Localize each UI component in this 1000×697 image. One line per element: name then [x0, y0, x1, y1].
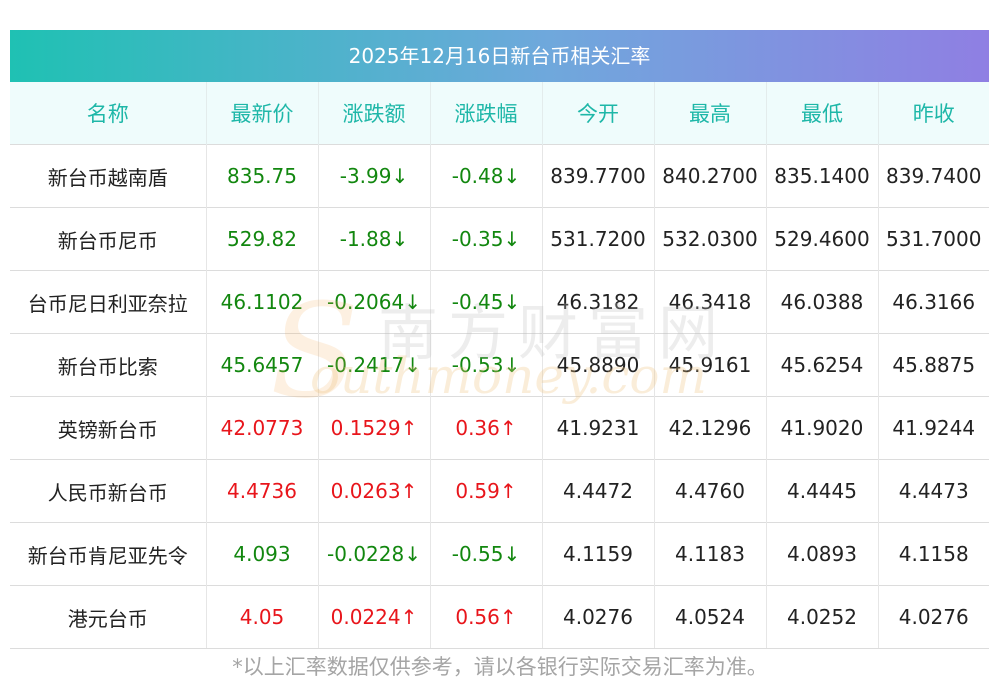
cell-low: 4.0893 — [766, 522, 879, 586]
cell-pct: 0.59↑ — [430, 459, 543, 523]
cell-change: -3.99↓ — [318, 144, 431, 208]
cell-change: 0.1529↑ — [318, 396, 431, 460]
cell-name: 英镑新台币 — [10, 396, 207, 460]
cell-open: 46.3182 — [542, 270, 655, 334]
cell-latest: 529.82 — [206, 207, 319, 271]
cell-open: 531.7200 — [542, 207, 655, 271]
col-header-high: 最高 — [654, 82, 767, 145]
cell-name: 新台币比索 — [10, 333, 207, 397]
cell-open: 4.1159 — [542, 522, 655, 586]
cell-high: 4.0524 — [654, 585, 767, 649]
rate-table: 名称 最新价 涨跌额 涨跌幅 今开 最高 最低 昨收 新台币越南盾 835.75-… — [10, 82, 989, 649]
cell-name: 新台币肯尼亚先令 — [10, 522, 207, 586]
cell-high: 45.9161 — [654, 333, 767, 397]
cell-high: 4.1183 — [654, 522, 767, 586]
cell-prev: 4.4473 — [878, 459, 989, 523]
cell-open: 45.8890 — [542, 333, 655, 397]
cell-open: 4.0276 — [542, 585, 655, 649]
cell-prev: 4.0276 — [878, 585, 989, 649]
col-header-low: 最低 — [766, 82, 879, 145]
cell-prev: 531.7000 — [878, 207, 989, 271]
cell-pct: 0.56↑ — [430, 585, 543, 649]
cell-low: 45.6254 — [766, 333, 879, 397]
col-header-pct: 涨跌幅 — [430, 82, 543, 145]
cell-high: 46.3418 — [654, 270, 767, 334]
cell-prev: 839.7400 — [878, 144, 989, 208]
col-header-change: 涨跌额 — [318, 82, 431, 145]
cell-latest: 4.05 — [206, 585, 319, 649]
cell-low: 4.0252 — [766, 585, 879, 649]
col-header-latest: 最新价 — [206, 82, 319, 145]
cell-latest: 45.6457 — [206, 333, 319, 397]
cell-change: -0.2417↓ — [318, 333, 431, 397]
cell-pct: -0.45↓ — [430, 270, 543, 334]
table-row: 台币尼日利亚奈拉 46.1102 -0.2064↓ -0.45↓ 46.3182 46.3… — [10, 270, 989, 334]
cell-name: 台币尼日利亚奈拉 — [10, 270, 207, 334]
cell-low: 4.4445 — [766, 459, 879, 523]
cell-pct: -0.55↓ — [430, 522, 543, 586]
cell-prev: 45.8875 — [878, 333, 989, 397]
rate-table-card: 2025年12月16日新台币相关汇率 名称 最新价 涨跌额 涨跌幅 今开 最高 … — [10, 30, 989, 649]
col-header-open: 今开 — [542, 82, 655, 145]
cell-name: 人民币新台币 — [10, 459, 207, 523]
cell-low: 529.4600 — [766, 207, 879, 271]
cell-open: 41.9231 — [542, 396, 655, 460]
cell-latest: 42.0773 — [206, 396, 319, 460]
cell-latest: 835.75 — [206, 144, 319, 208]
table-row: 人民币新台币 4.4736 0.0263↑ 0.59↑ 4.4472 4.4760 4.44… — [10, 459, 989, 523]
cell-change: -0.2064↓ — [318, 270, 431, 334]
footnote: *以上汇率数据仅供参考，请以各银行实际交易汇率为准。 — [232, 655, 768, 679]
cell-prev: 41.9244 — [878, 396, 989, 460]
cell-prev: 46.3166 — [878, 270, 989, 334]
cell-pct: -0.53↓ — [430, 333, 543, 397]
table-row: 新台币尼币 529.82 -1.88↓ -0.35↓ 531.7200 532.0300 5… — [10, 207, 989, 271]
col-header-name: 名称 — [10, 82, 207, 145]
cell-pct: -0.48↓ — [430, 144, 543, 208]
cell-name: 新台币越南盾 — [10, 144, 207, 208]
cell-pct: 0.36↑ — [430, 396, 543, 460]
cell-prev: 4.1158 — [878, 522, 989, 586]
cell-low: 46.0388 — [766, 270, 879, 334]
cell-change: -0.0228↓ — [318, 522, 431, 586]
cell-change: 0.0224↑ — [318, 585, 431, 649]
cell-name: 港元台币 — [10, 585, 207, 649]
table-row: 新台币越南盾 835.75 -3.99↓ -0.48↓ 839.7700 840.2700… — [10, 144, 989, 208]
cell-change: -1.88↓ — [318, 207, 431, 271]
cell-name: 新台币尼币 — [10, 207, 207, 271]
cell-low: 835.1400 — [766, 144, 879, 208]
cell-high: 42.1296 — [654, 396, 767, 460]
cell-open: 839.7700 — [542, 144, 655, 208]
header-row: 名称 最新价 涨跌额 涨跌幅 今开 最高 最低 昨收 — [10, 82, 989, 145]
cell-latest: 4.4736 — [206, 459, 319, 523]
table-title: 2025年12月16日新台币相关汇率 — [10, 30, 989, 82]
cell-high: 4.4760 — [654, 459, 767, 523]
cell-high: 532.0300 — [654, 207, 767, 271]
table-row: 港元台币 4.05 0.0224↑ 0.56↑ 4.0276 4.0524 4.0252 4.… — [10, 585, 989, 649]
col-header-prev: 昨收 — [878, 82, 989, 145]
table-row: 英镑新台币 42.0773 0.1529↑ 0.36↑ 41.9231 42.1296 41… — [10, 396, 989, 460]
cell-latest: 46.1102 — [206, 270, 319, 334]
cell-low: 41.9020 — [766, 396, 879, 460]
table-row: 新台币比索 45.6457 -0.2417↓ -0.53↓ 45.8890 45.9161… — [10, 333, 989, 397]
cell-pct: -0.35↓ — [430, 207, 543, 271]
cell-change: 0.0263↑ — [318, 459, 431, 523]
cell-high: 840.2700 — [654, 144, 767, 208]
cell-latest: 4.093 — [206, 522, 319, 586]
table-row: 新台币肯尼亚先令 4.093 -0.0228↓ -0.55↓ 4.1159 4.1183 4… — [10, 522, 989, 586]
cell-open: 4.4472 — [542, 459, 655, 523]
